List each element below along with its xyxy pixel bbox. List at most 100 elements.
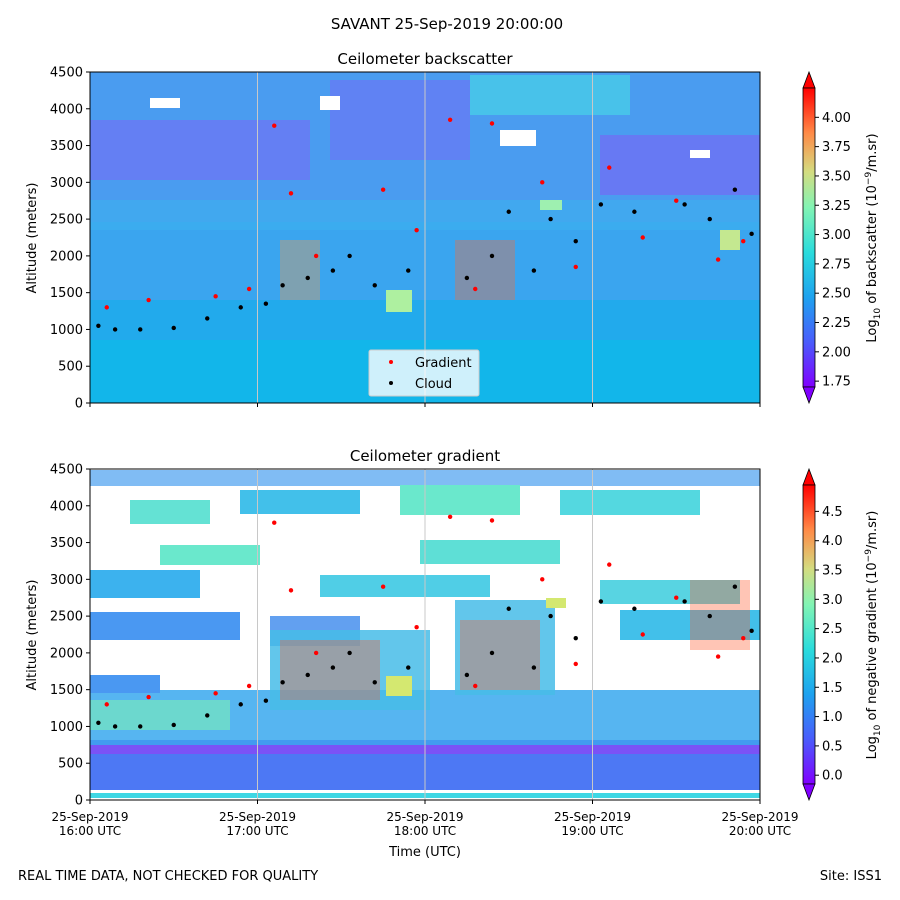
cloud-point <box>707 613 712 619</box>
suptitle: SAVANT 25-Sep-2019 20:00:00 <box>331 15 563 33</box>
cloud-point <box>171 325 176 331</box>
colorbar-tick-label: 2.75 <box>822 257 851 272</box>
y-tick-label: 2000 <box>50 249 83 264</box>
colorbar-tick-label: 3.00 <box>822 228 851 243</box>
gradient-point <box>146 694 151 700</box>
cloud-point <box>112 724 118 729</box>
colorbar-tick-label: 1.5 <box>822 681 843 696</box>
gradient-point <box>288 191 294 196</box>
gradient-markers <box>96 514 754 729</box>
y-tick-label: 1500 <box>50 683 83 698</box>
gradient-panel: Ceilometer gradient <box>25 447 883 860</box>
cloud-point <box>749 231 754 237</box>
cloud-point <box>138 724 143 729</box>
cloud-point <box>489 253 495 259</box>
gradient-point <box>715 257 721 262</box>
cloud-point <box>573 238 578 244</box>
cloud-point <box>682 599 687 604</box>
x-tick-date: 25-Sep-2019 <box>219 810 296 824</box>
backscatter-ylabel: Altitude (meters) <box>25 183 40 294</box>
gradient-colorbar-label: Log10 of negative gradient (10−9/m.sr) <box>864 511 883 760</box>
colorbar-tick-label: 3.5 <box>822 564 843 579</box>
y-tick-label: 0 <box>75 794 83 809</box>
gradient-point <box>540 577 545 582</box>
cloud-point <box>347 650 352 656</box>
cloud-point <box>96 720 101 725</box>
cloud-point <box>732 584 738 589</box>
gradient-point <box>272 520 277 525</box>
backscatter-x-ticks <box>89 403 761 407</box>
y-tick-label: 2500 <box>50 610 83 625</box>
cloud-point <box>749 628 754 634</box>
y-tick-label: 0 <box>75 397 83 412</box>
gradient-point <box>640 632 645 637</box>
cloud-point <box>96 323 101 328</box>
gradient-point <box>146 297 151 303</box>
y-tick-label: 3000 <box>50 176 83 191</box>
cloud-point <box>464 672 470 678</box>
gradient-point <box>414 624 419 630</box>
gradient-point <box>473 683 478 689</box>
gradient-point <box>607 165 612 170</box>
gradient-point <box>674 595 679 600</box>
y-tick-label: 2000 <box>50 646 83 661</box>
cloud-point <box>506 606 511 611</box>
y-tick-label: 2500 <box>50 213 83 228</box>
gradient-point <box>573 264 578 270</box>
x-tick-time: 20:00 UTC <box>729 824 791 838</box>
cloud-point <box>682 202 687 207</box>
cloud-point <box>205 713 210 718</box>
cloud-point <box>305 672 310 678</box>
gradient-point <box>104 305 109 310</box>
cloud-point <box>372 283 377 288</box>
x-tick-date: 25-Sep-2019 <box>721 810 798 824</box>
cloud-point <box>707 216 712 222</box>
colorbar-tick-label: 4.0 <box>822 534 843 549</box>
cloud-point <box>406 268 411 273</box>
gradient-point <box>540 180 545 185</box>
gradient-point <box>447 514 453 520</box>
x-tick-date: 25-Sep-2019 <box>554 810 631 824</box>
legend-cloud-label: Cloud <box>415 377 452 392</box>
gradient-y-ticks: 0 500 1000 1500 2000 2500 3000 3500 4000 4500 <box>50 463 90 809</box>
cloud-point <box>263 301 269 306</box>
colorbar-tick-label: 1.0 <box>822 710 843 725</box>
footer-site: Site: ISS1 <box>819 869 882 884</box>
gradient-point <box>640 235 645 240</box>
cloud-point <box>238 702 243 707</box>
cloud-point <box>598 202 604 207</box>
cloud-point <box>531 665 537 670</box>
backscatter-legend: Gradient Cloud <box>368 349 480 397</box>
backscatter-colorbar-label: Log10 of backscatter (10−9/m.sr) <box>864 133 883 342</box>
backscatter-markers <box>96 117 754 332</box>
cloud-point <box>548 216 553 222</box>
cloud-point <box>506 209 511 214</box>
gradient-point <box>246 286 252 292</box>
legend-cloud-marker <box>389 381 393 385</box>
gradient-point <box>272 123 277 128</box>
y-tick-label: 500 <box>58 757 83 772</box>
cloud-point <box>347 253 352 259</box>
cloud-point <box>305 275 310 281</box>
cloud-point <box>548 613 553 619</box>
colorbar-tick-label: 4.5 <box>822 505 843 520</box>
cloud-point <box>531 268 537 273</box>
y-tick-label: 4000 <box>50 102 83 117</box>
colorbar-tick-label: 2.5 <box>822 622 843 637</box>
colorbar-tick-label: 0.5 <box>822 739 843 754</box>
y-tick-label: 3500 <box>50 536 83 551</box>
colorbar-tick-label: 2.00 <box>822 345 851 360</box>
gradient-point <box>674 198 679 203</box>
gradient-point <box>489 518 495 523</box>
y-tick-label: 1000 <box>50 323 83 338</box>
gradient-point <box>288 588 294 593</box>
gradient-point <box>313 253 319 259</box>
gradient-ylabel: Altitude (meters) <box>25 580 40 691</box>
cloud-point <box>406 665 411 670</box>
cloud-point <box>573 635 578 641</box>
colorbar-tick-label: 3.50 <box>822 169 851 184</box>
gradient-point <box>741 635 746 641</box>
cloud-point <box>171 722 176 728</box>
